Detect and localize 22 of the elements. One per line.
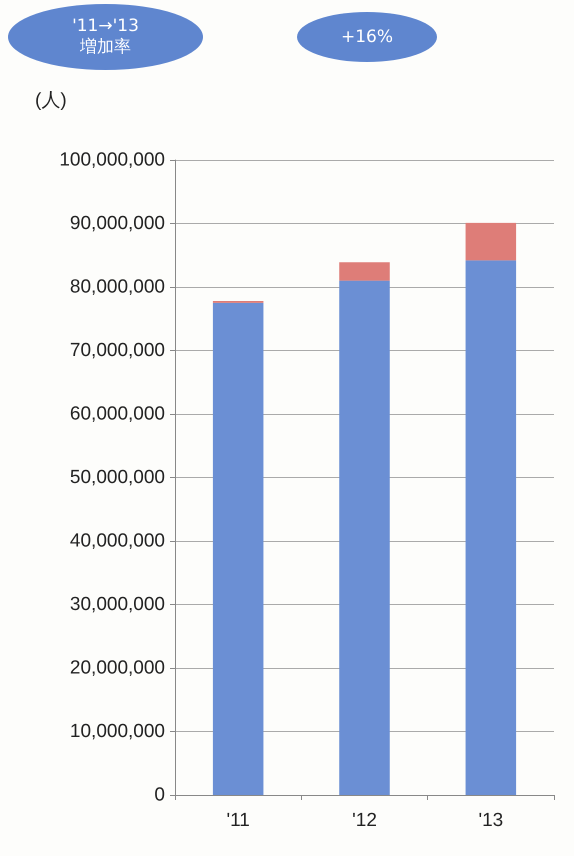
y-axis-title: (人) bbox=[35, 90, 67, 111]
bar bbox=[339, 262, 390, 281]
text: +16% bbox=[297, 12, 437, 62]
y-tick-label: 80,000,000 bbox=[70, 276, 165, 298]
y-tick-label: 100,000,000 bbox=[59, 150, 165, 170]
y-tick-label: 70,000,000 bbox=[70, 340, 165, 361]
y-tick-label: 60,000,000 bbox=[70, 404, 165, 424]
x-tick-label: '11 bbox=[226, 810, 250, 831]
bar bbox=[466, 222, 516, 260]
y-tick-label: 40,000,000 bbox=[70, 530, 165, 552]
y-tick-label: 0 bbox=[154, 784, 165, 806]
x-tick-label: '13 bbox=[478, 810, 504, 831]
bar bbox=[466, 260, 516, 795]
y-tick-label: 90,000,000 bbox=[70, 213, 165, 234]
bar bbox=[339, 280, 390, 795]
y-tick-label: 30,000,000 bbox=[70, 594, 165, 615]
y-tick-label: 50,000,000 bbox=[70, 467, 165, 488]
text: '11→'13 増加率 bbox=[8, 4, 203, 70]
y-tick-label: 10,000,000 bbox=[70, 721, 165, 742]
x-tick-label: '12 bbox=[352, 810, 377, 831]
y-tick-label: 20,000,000 bbox=[70, 658, 165, 678]
bar bbox=[212, 302, 264, 795]
